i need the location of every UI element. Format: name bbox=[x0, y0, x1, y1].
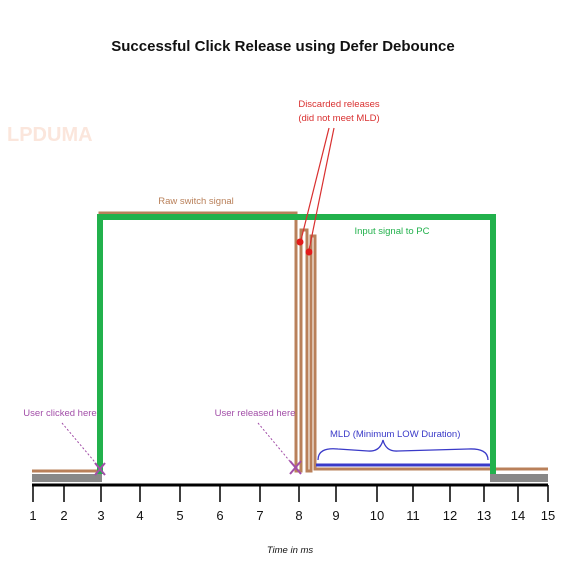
x-tick-label: 13 bbox=[477, 508, 491, 523]
user-released-pointer bbox=[257, 422, 294, 466]
x-tick-label: 6 bbox=[216, 508, 223, 523]
mld-label: MLD (Minimum LOW Duration) bbox=[330, 429, 460, 440]
x-tick-label: 11 bbox=[406, 508, 420, 523]
input-signal-to-pc bbox=[97, 214, 496, 474]
watermark: LPDUMA bbox=[7, 124, 93, 146]
x-tick-label: 3 bbox=[97, 508, 104, 523]
user-clicked-label: User clicked here bbox=[23, 408, 96, 419]
x-tick-label: 14 bbox=[511, 508, 525, 523]
low-baseline-left bbox=[32, 474, 102, 482]
x-tick-label: 10 bbox=[370, 508, 384, 523]
discarded-release-marker-1 bbox=[296, 238, 304, 246]
user-clicked-marker bbox=[94, 462, 106, 476]
mld-brace bbox=[317, 439, 489, 461]
discarded-label-line1: Discarded releases bbox=[298, 99, 380, 110]
x-tick-label: 8 bbox=[295, 508, 302, 523]
x-axis-label: Time in ms bbox=[267, 545, 314, 556]
x-axis-ticks: 1 2 3 4 5 6 7 8 9 10 11 12 13 14 15 bbox=[29, 485, 555, 523]
discarded-label-line2: (did not meet MLD) bbox=[298, 113, 379, 124]
x-tick-label: 4 bbox=[136, 508, 143, 523]
discarded-release-marker-2 bbox=[305, 248, 313, 256]
discarded-pointer-1 bbox=[300, 127, 330, 241]
raw-switch-signal bbox=[32, 211, 548, 473]
input-signal-label: Input signal to PC bbox=[355, 226, 430, 237]
discarded-pointer-2 bbox=[308, 127, 335, 251]
user-clicked-pointer bbox=[61, 422, 100, 468]
x-tick-label: 9 bbox=[332, 508, 339, 523]
raw-signal-label: Raw switch signal bbox=[158, 196, 234, 207]
x-tick-label: 12 bbox=[443, 508, 457, 523]
diagram-title: Successful Click Release using Defer Deb… bbox=[111, 38, 454, 55]
x-tick-label: 15 bbox=[541, 508, 555, 523]
low-baseline-right bbox=[490, 474, 548, 482]
x-tick-label: 2 bbox=[60, 508, 67, 523]
x-tick-label: 5 bbox=[176, 508, 183, 523]
x-tick-label: 1 bbox=[29, 508, 36, 523]
x-tick-label: 7 bbox=[256, 508, 263, 523]
user-released-marker bbox=[289, 460, 302, 475]
user-released-label: User released here bbox=[215, 408, 296, 419]
